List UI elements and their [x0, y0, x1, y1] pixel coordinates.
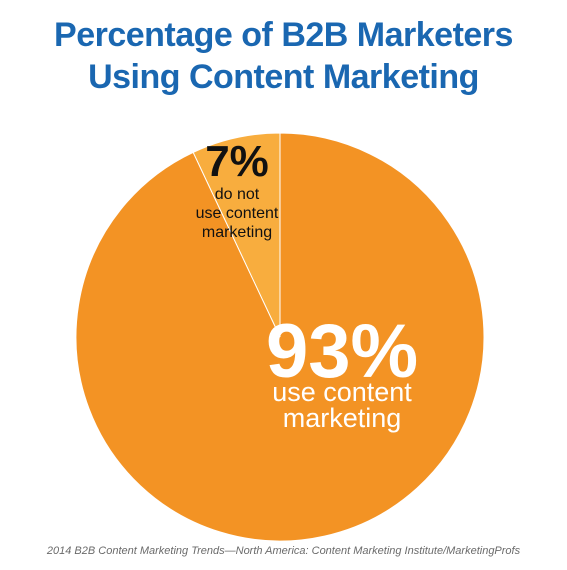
slice-minor-text-line-3: marketing [202, 224, 272, 241]
slice-major-text-line-1: use content [272, 377, 412, 407]
chart-source-note: 2014 B2B Content Marketing Trends—North … [46, 545, 521, 557]
chart-title: Percentage of B2B Marketers Using Conten… [0, 14, 567, 98]
chart-title-line-2: Using Content Marketing [88, 58, 479, 96]
pie-slices [75, 132, 485, 542]
slice-minor-percent: 7% [205, 137, 269, 186]
slice-major-text-line-2: marketing [283, 403, 402, 433]
slice-label-major: 93% use content marketing [266, 309, 418, 433]
slice-minor-text-line-1: do not [215, 186, 260, 203]
chart-title-line-1: Percentage of B2B Marketers [54, 16, 513, 54]
pie-slice-use-content-marketing [75, 132, 485, 542]
slice-label-minor: 7% do not use content marketing [196, 137, 279, 241]
slice-minor-text-line-2: use content [196, 205, 279, 222]
slice-major-percent: 93% [266, 309, 418, 394]
